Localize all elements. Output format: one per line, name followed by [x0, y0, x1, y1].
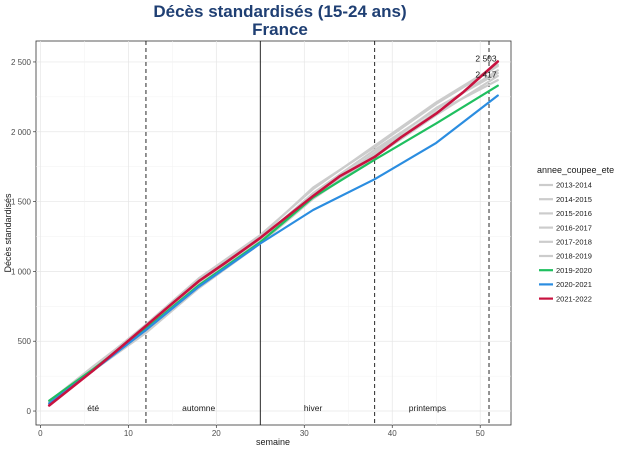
legend-label: 2021-2022 [556, 294, 592, 303]
y-axis-title: Décès standardisés [3, 193, 13, 273]
y-tick-label: 2 500 [11, 58, 32, 67]
chart-subtitle: France [252, 20, 308, 39]
legend-items: 2013-2014 2014-2015 2015-2016 2016-2017 2017… [539, 181, 592, 303]
x-tick-label: 0 [38, 429, 43, 438]
season-label: printemps [409, 403, 446, 413]
series-lines [47, 60, 500, 407]
y-axis-ticks: 0 500 1 000 1 500 2 000 2 500 [11, 58, 36, 416]
x-tick-label: 10 [124, 429, 133, 438]
legend-label: 2018-2019 [556, 252, 592, 261]
x-tick-label: 40 [388, 429, 397, 438]
legend-label: 2015-2016 [556, 209, 592, 218]
x-tick-label: 30 [300, 429, 309, 438]
y-tick-label: 2 000 [11, 128, 32, 137]
x-tick-label: 50 [476, 429, 485, 438]
end-annotations: 2 503 2 417 [475, 54, 497, 80]
season-label: été [87, 403, 99, 413]
legend-label: 2014-2015 [556, 195, 592, 204]
season-label: hiver [304, 403, 323, 413]
legend-label: 2020-2021 [556, 280, 592, 289]
y-tick-label: 1 500 [11, 198, 32, 207]
legend-label: 2016-2017 [556, 223, 592, 232]
chart-title: Décès standardisés (15-24 ans) [153, 2, 406, 21]
legend: annee_coupee_ete 2013-2014 2014-2015 2015-… [537, 165, 614, 303]
x-tick-label: 20 [212, 429, 221, 438]
x-axis-title: semaine [256, 437, 290, 447]
x-axis-ticks: 0 10 20 30 40 50 [38, 425, 485, 438]
legend-title: annee_coupee_ete [537, 165, 614, 175]
y-tick-label: 1 000 [11, 267, 32, 276]
legend-label: 2019-2020 [556, 266, 592, 275]
season-labels: été automne hiver printemps [87, 403, 446, 413]
y-tick-label: 500 [18, 337, 32, 346]
y-tick-label: 0 [27, 407, 32, 416]
series-line-2021-2022 [47, 60, 500, 407]
season-label: automne [182, 403, 215, 413]
season-dividers [145, 41, 490, 425]
value-annotation: 2 417 [475, 70, 497, 80]
value-annotation: 2 503 [475, 54, 497, 64]
legend-label: 2013-2014 [556, 181, 592, 190]
legend-label: 2017-2018 [556, 238, 592, 247]
